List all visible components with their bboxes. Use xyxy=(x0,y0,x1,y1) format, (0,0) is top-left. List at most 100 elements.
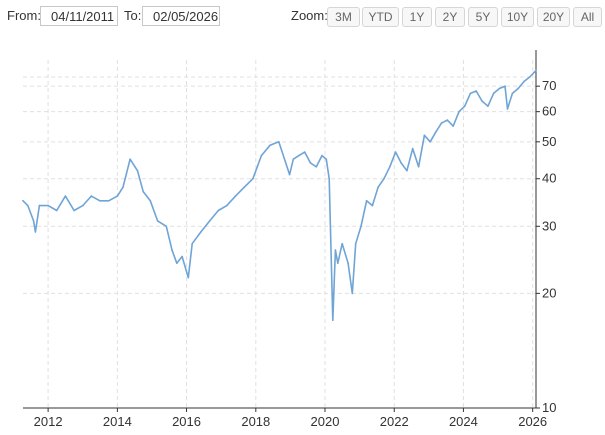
zoom-20y-button[interactable]: 20Y xyxy=(537,7,570,27)
y-tick-label: 60 xyxy=(542,104,556,119)
data-point xyxy=(278,141,280,143)
data-point xyxy=(47,204,49,207)
data-point xyxy=(434,131,437,133)
data-point xyxy=(528,76,531,78)
x-tick-label: 2022 xyxy=(380,414,409,429)
data-point xyxy=(38,204,41,207)
data-point xyxy=(446,119,449,121)
x-tick-label: 2026 xyxy=(518,414,547,429)
data-point xyxy=(394,151,397,153)
data-point xyxy=(90,195,93,197)
data-point xyxy=(156,220,159,222)
data-point xyxy=(107,200,110,202)
data-point xyxy=(360,225,362,228)
from-label: From: xyxy=(7,8,41,23)
data-point xyxy=(492,92,495,95)
toolbar: From: To: Zoom: 3M YTD 1Y 2Y 5Y 10Y 20Y … xyxy=(0,0,605,32)
data-point xyxy=(129,158,131,160)
data-point xyxy=(535,69,537,72)
zoom-2y-button[interactable]: 2Y xyxy=(435,7,465,27)
x-tick-label: 2024 xyxy=(449,414,478,429)
data-point xyxy=(116,195,119,197)
zoom-10y-button[interactable]: 10Y xyxy=(501,7,534,27)
series-line xyxy=(22,69,537,322)
data-point xyxy=(269,144,271,146)
data-point xyxy=(334,249,337,251)
data-point xyxy=(142,190,144,193)
zoom-label: Zoom: xyxy=(291,8,328,23)
data-point xyxy=(165,225,168,228)
data-point xyxy=(341,242,344,245)
data-point xyxy=(321,154,323,157)
data-point xyxy=(292,158,295,160)
data-point xyxy=(64,195,67,197)
data-point xyxy=(99,200,101,202)
x-tick-label: 2014 xyxy=(103,414,132,429)
data-point xyxy=(498,87,501,90)
data-point xyxy=(328,177,331,180)
data-point xyxy=(288,173,291,176)
data-point xyxy=(325,158,328,160)
data-point xyxy=(423,134,426,137)
data-point xyxy=(411,147,414,150)
data-point xyxy=(298,154,300,157)
data-point xyxy=(504,85,506,87)
data-point xyxy=(217,209,220,212)
data-point xyxy=(34,231,37,233)
data-point xyxy=(475,90,478,92)
data-point xyxy=(440,122,443,124)
data-point xyxy=(351,292,354,295)
zoom-all-button[interactable]: All xyxy=(573,7,602,27)
data-point xyxy=(187,276,190,279)
from-date-input[interactable] xyxy=(40,6,118,26)
data-point xyxy=(506,108,509,110)
data-point xyxy=(417,166,420,168)
data-point xyxy=(523,80,525,83)
data-point xyxy=(303,151,306,153)
data-point xyxy=(458,110,460,113)
data-point xyxy=(481,100,483,102)
x-tick-label: 2018 xyxy=(241,414,270,429)
data-point xyxy=(136,169,139,172)
data-point xyxy=(406,169,408,172)
zoom-1y-button[interactable]: 1Y xyxy=(402,7,432,27)
data-point xyxy=(122,186,124,188)
data-point xyxy=(452,125,455,127)
data-point xyxy=(176,262,178,265)
data-point xyxy=(429,141,432,143)
x-tick-label: 2016 xyxy=(172,414,201,429)
data-point xyxy=(27,204,29,207)
data-point xyxy=(377,186,379,188)
y-tick-label: 10 xyxy=(542,400,556,415)
zoom-ytd-button[interactable]: YTD xyxy=(362,7,399,27)
data-point xyxy=(226,204,228,207)
data-point xyxy=(252,177,254,180)
data-point xyxy=(354,242,357,245)
data-point xyxy=(181,255,183,258)
data-point xyxy=(511,92,514,95)
data-point xyxy=(517,87,519,90)
data-point xyxy=(73,209,75,212)
data-point xyxy=(365,200,368,202)
to-date-input[interactable] xyxy=(142,6,220,26)
data-point xyxy=(309,162,312,164)
data-point xyxy=(383,177,385,180)
data-point xyxy=(82,204,84,207)
data-point xyxy=(171,249,173,251)
data-point xyxy=(533,71,535,74)
data-point xyxy=(22,200,24,202)
y-tick-label: 50 xyxy=(542,134,556,149)
data-point xyxy=(315,166,318,168)
data-point xyxy=(200,231,202,233)
zoom-5y-button[interactable]: 5Y xyxy=(468,7,498,27)
series xyxy=(22,69,537,322)
zoom-3m-button[interactable]: 3M xyxy=(327,7,360,27)
y-tick-label: 40 xyxy=(542,171,556,186)
y-tick-label: 30 xyxy=(542,218,556,233)
data-point xyxy=(260,154,263,157)
data-point xyxy=(487,105,489,107)
data-point xyxy=(389,166,391,168)
y-tick-label: 70 xyxy=(542,78,556,93)
